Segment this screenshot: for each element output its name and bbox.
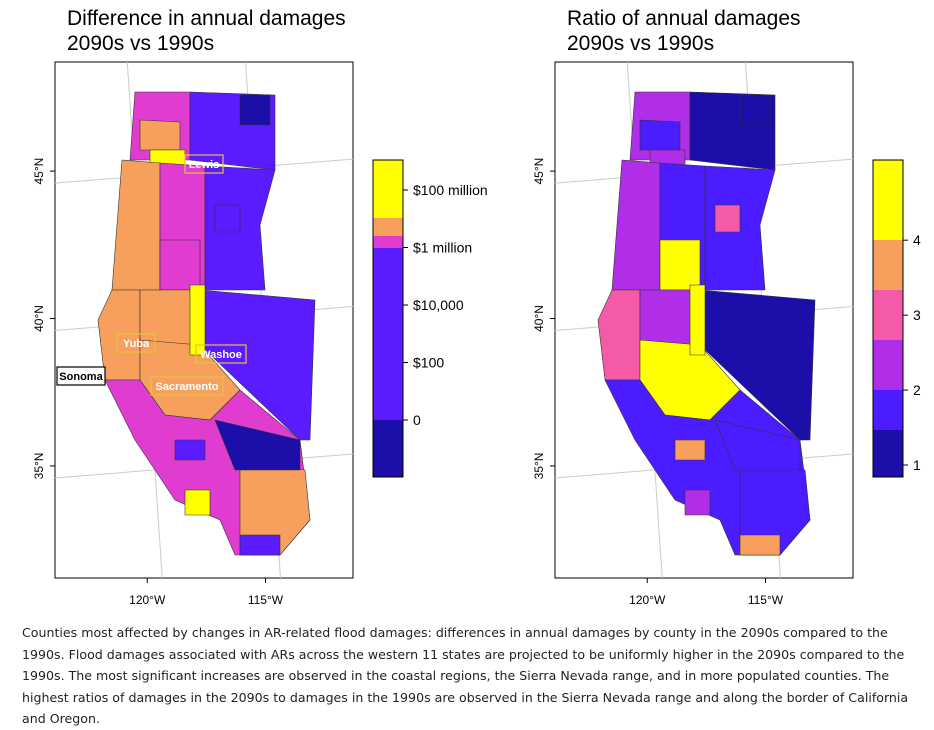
y-tick-label: 35°N [532,453,546,480]
legend-label: $10,000 [413,297,464,313]
legend-swatch [373,236,403,248]
county-region [659,239,701,291]
legend-label: $1 million [413,240,472,256]
county-label: Yuba [123,338,150,350]
county-label-box [150,376,224,396]
county-region [239,94,271,126]
county-region [639,119,681,151]
legend-label: 3 [913,307,921,323]
legend-swatch [873,340,903,390]
county-region [714,204,741,233]
legend-swatch [873,290,903,340]
legend-swatch [373,160,403,218]
legend-swatch [873,240,903,290]
county-region [189,284,206,356]
x-tick-label: 115°W [248,593,284,607]
county-region [239,534,281,556]
county-region [159,239,201,291]
legend-frame [372,159,404,478]
legend-swatch [373,420,403,477]
county-label-box [184,154,224,174]
x-tick-label: 120°W [129,593,166,607]
county-region [139,119,181,151]
y-tick-label: 45°N [32,158,46,185]
county-region [214,419,301,471]
county-region [174,439,206,461]
legend-label: 0 [413,412,421,428]
county-region [674,439,706,461]
county-label: Lewis [189,159,220,171]
county-region [214,204,241,233]
panel-title: 2090s vs 1990s [67,32,214,55]
county-label-box [116,333,156,353]
legend-label: 2 [913,382,921,398]
legend-frame [872,159,904,478]
y-tick-label: 40°N [32,305,46,332]
legend-label: 1 [913,457,921,473]
caption: Counties most affected by changes in AR-… [22,625,909,726]
county-label-box [56,366,106,386]
panel-title: Difference in annual damages [67,7,346,30]
county-region [184,489,211,516]
legend-swatch [873,160,903,240]
legend-swatch [873,430,903,477]
county-label: Washoe [200,349,242,361]
county-label: Sonoma [59,371,103,383]
panel-title: Ratio of annual damages [567,7,801,30]
county-region [714,419,801,471]
county-region [739,94,771,126]
county-label: Sacramento [156,381,219,393]
x-tick-label: 115°W [748,593,784,607]
x-tick-label: 120°W [629,593,666,607]
panel-title: 2090s vs 1990s [567,32,714,55]
county-region [739,534,781,556]
legend-swatch [373,248,403,420]
y-tick-label: 40°N [532,305,546,332]
county-label-box [195,344,247,364]
legend-swatch [873,390,903,430]
legend-label: $100 million [413,182,488,198]
legend-swatch [373,218,403,236]
county-region [689,284,706,356]
legend-label: 4 [913,232,921,248]
legend-label: $100 [413,355,444,371]
y-tick-label: 35°N [32,453,46,480]
y-tick-label: 45°N [532,158,546,185]
county-region [684,489,711,516]
